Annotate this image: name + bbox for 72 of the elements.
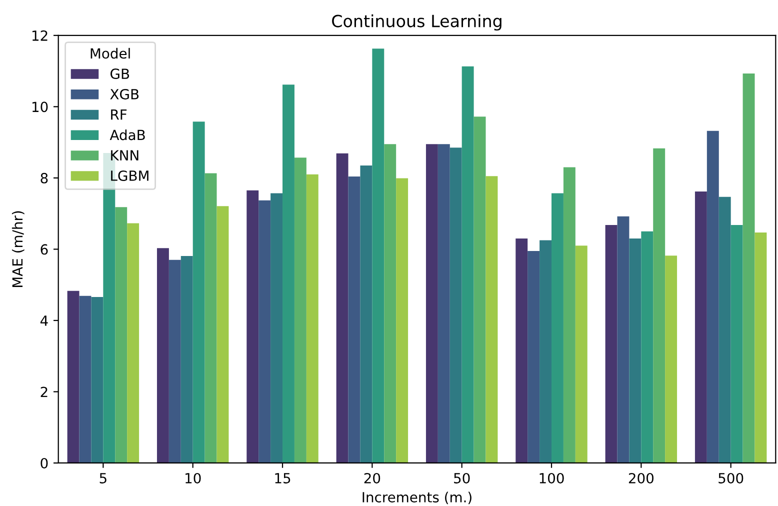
bar (665, 256, 678, 463)
bar (605, 224, 618, 463)
bar (629, 238, 642, 463)
bar (718, 196, 731, 463)
bar (617, 216, 630, 463)
bar (348, 176, 360, 463)
bar (486, 176, 498, 463)
chart-title: Continuous Learning (332, 14, 502, 31)
y-tick-label: 10 (32, 102, 48, 112)
legend-label: LGBM (111, 170, 148, 181)
bar (540, 240, 552, 463)
legend-label: GB (110, 68, 130, 80)
y-tick-label: 4 (40, 316, 48, 326)
bar (694, 191, 707, 463)
bar (516, 238, 528, 463)
bar (168, 260, 181, 463)
bar (706, 130, 719, 463)
x-tick-label: 15 (275, 473, 290, 484)
bar (641, 231, 654, 463)
bar (730, 224, 743, 463)
x-tick-label: 100 (540, 472, 564, 484)
bar (258, 200, 271, 463)
bar (754, 232, 767, 463)
legend-label: XGB (110, 88, 139, 100)
x-tick-label: 200 (628, 472, 654, 484)
bar (91, 296, 104, 463)
bar (462, 66, 474, 463)
x-tick-label: 10 (186, 472, 201, 484)
bar (474, 116, 486, 463)
bar (192, 122, 205, 463)
bar (450, 148, 462, 463)
bar (528, 250, 540, 463)
bar (552, 193, 564, 463)
legend-label: AdaB (110, 129, 145, 140)
bar (180, 256, 193, 463)
bar (216, 206, 229, 463)
bar (156, 248, 169, 463)
bar (306, 174, 318, 463)
bar (575, 246, 588, 463)
y-tick-label: 2 (40, 386, 48, 398)
bar (396, 178, 408, 463)
y-tick-label: 0 (40, 458, 48, 468)
bar (270, 193, 283, 463)
bar (336, 153, 348, 463)
bar (438, 144, 450, 463)
bar (115, 207, 128, 463)
bar (742, 74, 755, 463)
bar (204, 173, 217, 463)
y-tick-label: 8 (40, 172, 48, 184)
bar (67, 290, 80, 463)
y-tick-label: 12 (32, 30, 48, 41)
y-tick-label: 6 (40, 244, 48, 255)
bar (246, 190, 259, 463)
x-tick-label: 50 (454, 472, 470, 484)
x-tick-label: 500 (718, 472, 744, 484)
bar (294, 158, 306, 463)
bar (282, 84, 294, 463)
x-axis-title: Increments (m.) (362, 492, 472, 504)
legend-label: RF (111, 110, 127, 120)
x-tick-label: 20 (364, 472, 380, 484)
bar (653, 148, 666, 463)
y-axis-title: MAE (m/hr) (12, 211, 24, 287)
bar (79, 296, 92, 463)
bar (360, 165, 372, 463)
bar (426, 144, 438, 463)
legend-label: KNN (111, 150, 138, 160)
bar (127, 223, 140, 463)
x-tick-label: 5 (100, 473, 106, 484)
bar (372, 48, 384, 463)
bar (384, 144, 396, 463)
legend-title: Model (90, 48, 130, 59)
bar (563, 167, 576, 463)
